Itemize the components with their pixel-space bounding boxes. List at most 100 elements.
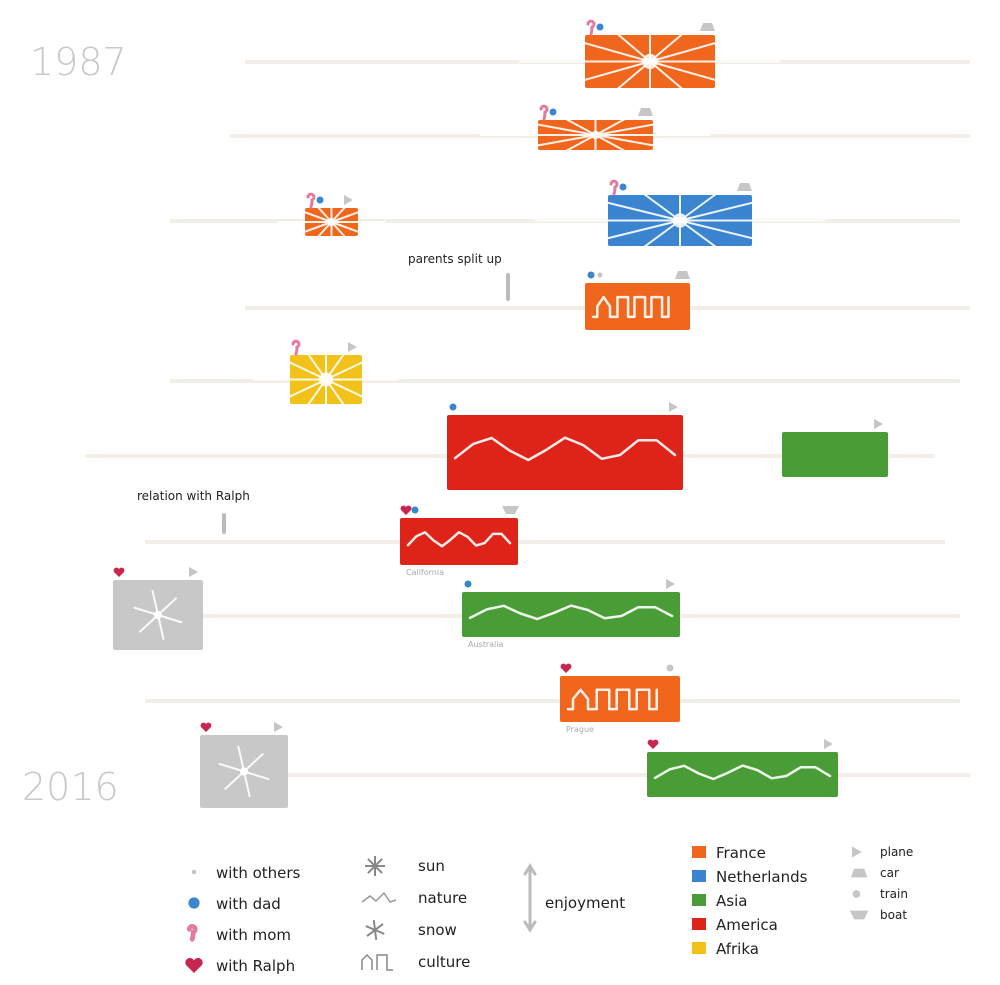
legend-america-swatch: [692, 918, 706, 930]
with-dad-icon: [619, 183, 627, 191]
legend-transport-plane: plane: [880, 845, 913, 859]
sun-ray: [304, 221, 333, 253]
trip-unknown: [200, 722, 288, 808]
boat-icon: [502, 506, 519, 514]
legend-with-ralph: with Ralph: [216, 957, 295, 975]
with-ralph-icon: [647, 739, 659, 749]
legend-region-america: America: [716, 916, 778, 934]
sun-ray: [649, 5, 716, 63]
region-france-block: [585, 283, 690, 330]
sun-ray: [330, 221, 359, 253]
sun-icon: [319, 372, 333, 387]
region-america-block: [400, 518, 518, 565]
sun-ray: [554, 188, 681, 222]
with-dad-icon: [587, 271, 595, 279]
sun-ray: [367, 858, 383, 874]
legend-region-france: France: [716, 844, 766, 862]
legend-transport-train: train: [880, 887, 908, 901]
sun-ray: [330, 204, 379, 223]
with-mom-icon: [539, 104, 549, 121]
nature-icon: [406, 530, 512, 548]
plane-icon: [666, 579, 675, 589]
snow-ray: [224, 770, 245, 790]
sun-ray: [262, 349, 327, 381]
car-icon: [675, 271, 690, 279]
legend-asia-swatch: [692, 894, 706, 906]
year-start: 1987: [30, 40, 127, 84]
region-america-block: [447, 415, 683, 490]
sun-ray: [262, 378, 327, 410]
region-asia-block: [462, 592, 680, 637]
with-ralph-icon: [113, 567, 125, 577]
sun-ray: [584, 5, 651, 63]
sun-ray: [325, 349, 390, 381]
with-mom-icon: [186, 924, 198, 942]
sun-ray: [594, 134, 697, 154]
nature-icon: [453, 436, 677, 462]
snow-ray: [243, 770, 251, 798]
with-dad-icon: [464, 580, 472, 588]
sun-ray: [649, 60, 716, 118]
sun-ray: [494, 134, 597, 154]
trip-asia: [647, 739, 838, 797]
plane-icon: [824, 739, 833, 749]
snow-ray: [366, 923, 384, 937]
legend-netherlands-swatch: [692, 870, 706, 882]
legend-theme-culture: culture: [418, 953, 470, 971]
car-icon: [638, 108, 653, 116]
sun-icon: [591, 130, 600, 140]
sun-ray: [494, 116, 597, 136]
sun-ray: [594, 134, 654, 168]
snow-ray: [157, 597, 177, 616]
legend-theme-nature: nature: [418, 889, 467, 907]
legend-afrika-swatch: [692, 942, 706, 954]
snow-ray: [237, 745, 245, 773]
with-mom-icon: [306, 192, 316, 209]
place-label: Australia: [468, 640, 503, 649]
sun-ray: [284, 204, 333, 223]
year-end: 2016: [22, 765, 119, 809]
trip-france: [277, 187, 386, 257]
sun-ray: [679, 188, 806, 222]
with-mom-icon: [291, 339, 301, 356]
snow-ray: [243, 770, 270, 781]
with-dad-icon: [316, 196, 324, 204]
boat-icon: [849, 910, 869, 920]
trip-asia: Australia: [462, 579, 680, 649]
with-dad-icon: [549, 108, 557, 116]
sun-icon: [327, 218, 336, 226]
snow-ray: [151, 590, 159, 616]
trip-france: [519, 0, 781, 127]
enjoyment-arrow-icon: [523, 863, 537, 933]
legend-transport-car: car: [880, 866, 899, 880]
sun-ray: [537, 134, 597, 168]
sun-ray: [679, 219, 806, 253]
with-mom-icon: [586, 19, 596, 36]
culture-icon: [566, 688, 658, 711]
trip-france: [479, 98, 712, 172]
with-dad-icon: [596, 23, 604, 31]
car-icon: [700, 23, 715, 31]
culture-line: [361, 953, 393, 971]
snow-ray: [243, 753, 264, 773]
sun-ray: [325, 378, 363, 432]
sun-ray: [289, 327, 327, 381]
snow-icon: [154, 611, 162, 619]
place-label: California: [406, 568, 444, 577]
culture-icon: [591, 295, 670, 319]
legend-transport-boat: boat: [880, 908, 907, 922]
place-label: Prague: [566, 725, 594, 734]
with-others-icon: [191, 869, 197, 875]
sun-ray: [325, 378, 390, 410]
nature-icon: [468, 604, 674, 621]
plane-icon: [189, 567, 198, 577]
legend-with-mom: with mom: [216, 926, 291, 944]
legend-snow-icon: [365, 919, 385, 941]
sun-ray: [649, 60, 764, 95]
sun-ray: [289, 378, 327, 432]
sun-ray: [607, 166, 681, 222]
with-ralph-icon: [185, 957, 203, 973]
legend-enjoyment: enjoyment: [545, 894, 625, 912]
legend-with-others: with others: [216, 864, 301, 882]
